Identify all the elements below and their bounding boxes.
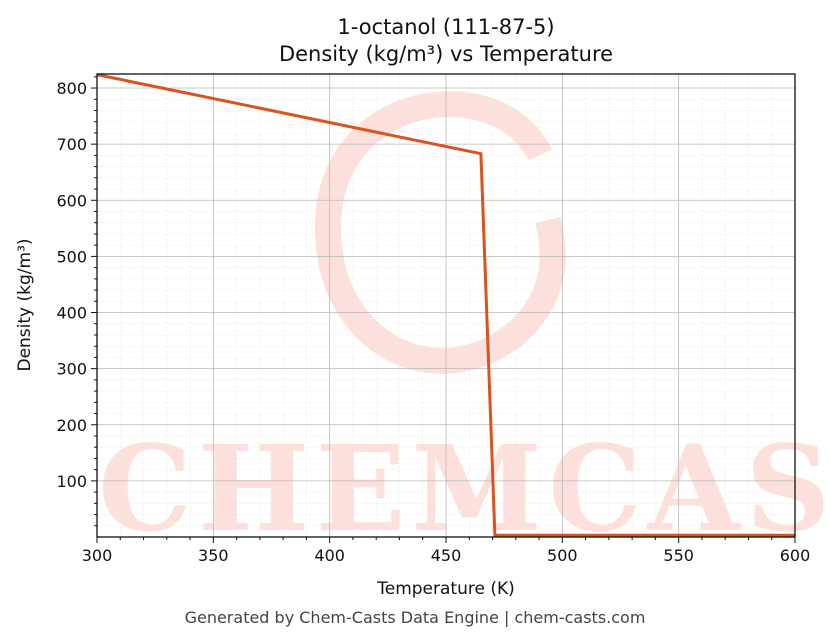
y-tick-label: 500: [56, 247, 87, 266]
chart-title-line1: 1-octanol (111-87-5): [337, 15, 554, 39]
y-tick-label: 800: [56, 79, 87, 98]
x-tick-label: 450: [431, 546, 462, 565]
y-tick-label: 300: [56, 360, 87, 379]
x-tick-label: 300: [82, 546, 113, 565]
major-grid: [96, 74, 796, 537]
x-axis-ticks: 300 350 400 450 500 550 600: [82, 537, 811, 565]
y-axis-ticks: 100 200 300 400 500 600 700 800: [56, 76, 97, 527]
y-tick-label: 100: [56, 472, 87, 491]
y-tick-label: 400: [56, 304, 87, 323]
x-axis-label: Temperature (K): [376, 579, 515, 599]
footer-credit: Generated by Chem-Casts Data Engine | ch…: [184, 608, 646, 627]
series-layer: [96, 73, 795, 537]
watermark-swirl-icon: [314, 91, 566, 374]
x-tick-label: 350: [198, 546, 229, 565]
x-tick-label: 600: [780, 546, 811, 565]
x-tick-label: 500: [547, 546, 578, 565]
y-tick-label: 600: [56, 191, 87, 210]
chart-title-line2: Density (kg/m³) vs Temperature: [279, 42, 613, 66]
y-tick-label: 200: [56, 416, 87, 435]
series-line-0: [96, 73, 795, 537]
y-tick-label: 700: [56, 135, 87, 154]
x-tick-label: 400: [314, 546, 345, 565]
watermark: CHEMCASTS: [98, 91, 830, 558]
y-axis-label: Density (kg/m³): [15, 238, 35, 371]
x-tick-label: 550: [663, 546, 694, 565]
